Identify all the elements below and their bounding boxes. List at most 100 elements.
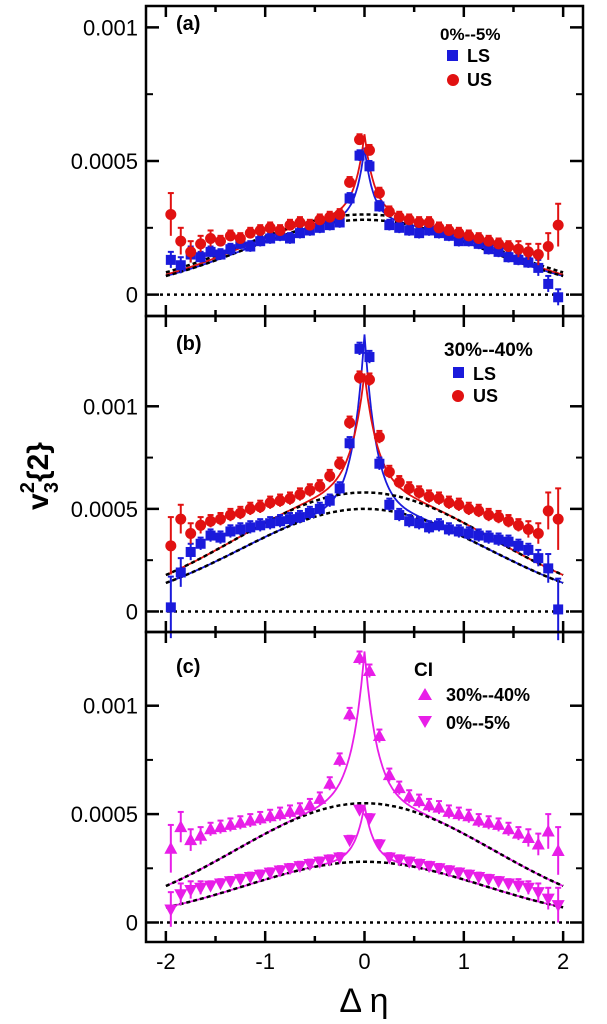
panel-b-us-point bbox=[532, 528, 544, 540]
panel-a-ls-point bbox=[245, 241, 256, 252]
panel-a-ls-point bbox=[503, 252, 514, 263]
panel-b-us-point bbox=[314, 480, 326, 492]
panel-a-us-point bbox=[274, 224, 286, 236]
panel-b-us-point bbox=[433, 493, 445, 505]
panel-a-legend-ls-marker bbox=[447, 50, 458, 61]
panel-a-ls-point bbox=[334, 217, 345, 228]
panel-b-ls-point bbox=[294, 512, 305, 523]
panel-c-30-40-point bbox=[353, 651, 367, 664]
panel-a-us-point bbox=[423, 216, 435, 228]
panel-a-ls-point bbox=[175, 260, 186, 271]
panel-b-ls-point bbox=[165, 602, 176, 613]
panel-c-0-5-point bbox=[333, 852, 347, 865]
panel-c-30-40-point bbox=[303, 798, 317, 811]
panel-a-ls-point bbox=[523, 257, 534, 268]
panel-c-0-5-point bbox=[174, 889, 188, 902]
panel-b-ls-point bbox=[324, 495, 335, 506]
panel-c-0-5-point bbox=[303, 858, 317, 871]
panel-c-30-40-point bbox=[511, 826, 525, 839]
panel-a-us-point bbox=[304, 219, 316, 231]
panel-c-30-40-point bbox=[213, 820, 227, 833]
panel-b-y-axis: 0 0.0005 0.001 bbox=[71, 316, 583, 632]
panel-a-us-point bbox=[503, 241, 515, 253]
panel-c-30-40-point bbox=[442, 804, 456, 817]
panel-c-legend-central-label: 30%--40% bbox=[446, 685, 530, 705]
panel-c-0-5-point bbox=[293, 861, 307, 874]
panel-b-ls-point bbox=[175, 567, 186, 578]
panel-a-us-point bbox=[363, 144, 375, 156]
panel-c-0-5-point bbox=[213, 878, 227, 891]
panel-c-plot-content bbox=[160, 650, 569, 927]
panel-b-ls-point bbox=[543, 563, 554, 574]
panel-c-30-40-point bbox=[412, 794, 426, 807]
panel-c-30-40-point bbox=[313, 791, 327, 804]
panel-a-ls-point bbox=[513, 254, 524, 265]
panel-c-30-40-point bbox=[204, 822, 218, 835]
panel-b-us-point bbox=[304, 484, 316, 496]
panel-c-x-axis: -2 -1 0 1 2 bbox=[156, 949, 569, 974]
panel-c-30-40-point bbox=[273, 807, 287, 820]
panel-b-ls-point bbox=[533, 553, 544, 564]
panel-b-us-point bbox=[224, 509, 236, 521]
panel-c-xtick-label: 0 bbox=[358, 949, 370, 974]
panel-c-0-5-point bbox=[372, 839, 386, 852]
panel-b-legend-ls-label: LS bbox=[473, 364, 496, 384]
panel-b-ls-point bbox=[404, 516, 415, 527]
panel-a-us-point bbox=[344, 176, 356, 188]
panel-b-us-point bbox=[542, 505, 554, 517]
panel-c-0-5-point bbox=[412, 858, 426, 871]
panel-c-0-5-point bbox=[382, 852, 396, 865]
panel-b-us-point bbox=[214, 513, 226, 525]
panel-c-0-5-point bbox=[243, 871, 257, 884]
panel-b-us-point bbox=[185, 528, 197, 540]
panel-c-30-40-point bbox=[164, 841, 178, 854]
panel-b-legend-us-marker bbox=[452, 390, 464, 402]
panel-a-ls-point bbox=[364, 161, 375, 172]
panel-c-xtick-label: -1 bbox=[255, 949, 275, 974]
panel-a-ls-point bbox=[344, 193, 355, 204]
panel-a-us-point bbox=[512, 243, 524, 255]
y-axis-title: v2 3{2} bbox=[17, 442, 63, 510]
panel-c-ytick-label: 0.001 bbox=[83, 694, 138, 719]
panel-a-ytick-label: 0.001 bbox=[83, 15, 138, 40]
panel-c-30-40-point bbox=[174, 820, 188, 833]
panel-a-y-axis: 0 0.0005 0.001 bbox=[71, 6, 583, 316]
panel-a-ls-point bbox=[324, 220, 335, 231]
panel-a-us-point bbox=[205, 233, 217, 244]
panel-b-us-point bbox=[423, 491, 435, 503]
panel-c-0-5-point bbox=[343, 835, 357, 848]
panel-b-ls-point bbox=[394, 510, 405, 521]
panel-b-ls-point bbox=[374, 458, 385, 469]
panel-b-us-point bbox=[373, 431, 385, 443]
panel-c-y-axis: 0 0.0005 0.001 bbox=[71, 632, 583, 942]
panel-a-us-point bbox=[403, 214, 415, 226]
panel-c-0-5-point bbox=[253, 869, 267, 882]
panel-b-ls-point bbox=[463, 528, 474, 539]
panel-b-ls-point bbox=[354, 343, 365, 354]
panel-c-30-40-point bbox=[333, 752, 347, 765]
panel-b-us-point bbox=[264, 497, 276, 509]
panel-a-us-point bbox=[314, 214, 326, 226]
panel-b-us-point bbox=[363, 374, 375, 386]
panel-c-0-5-point bbox=[233, 874, 247, 887]
panel-b-ls-point bbox=[245, 522, 256, 533]
panel-a-us-point bbox=[463, 230, 475, 242]
panel-c-0-5-point bbox=[502, 878, 516, 891]
panel-b-ls-point bbox=[364, 352, 375, 363]
panel-b-ytick-label: 0.0005 bbox=[71, 497, 138, 522]
panel-b-ls-point bbox=[424, 522, 435, 533]
panel-b-legend-us-label: US bbox=[473, 386, 498, 406]
panel-b-fit-curve-3 bbox=[165, 507, 564, 585]
panel-a-us-point bbox=[334, 208, 346, 220]
panel-a-us-point bbox=[373, 187, 385, 199]
y-axis-title-symbol: v bbox=[22, 493, 55, 510]
panel-b-legend-ls-marker bbox=[453, 367, 464, 378]
panel-b-plot-content bbox=[160, 334, 569, 641]
panel-a-legend-title: 0%--5% bbox=[440, 25, 500, 44]
panel-a-ls-point bbox=[265, 233, 276, 244]
panel-c-30-40-point bbox=[452, 807, 466, 820]
panel-c-0-5-point bbox=[273, 865, 287, 878]
panel-b-us-point bbox=[443, 497, 455, 509]
panel-c-30-40-point bbox=[492, 817, 506, 830]
